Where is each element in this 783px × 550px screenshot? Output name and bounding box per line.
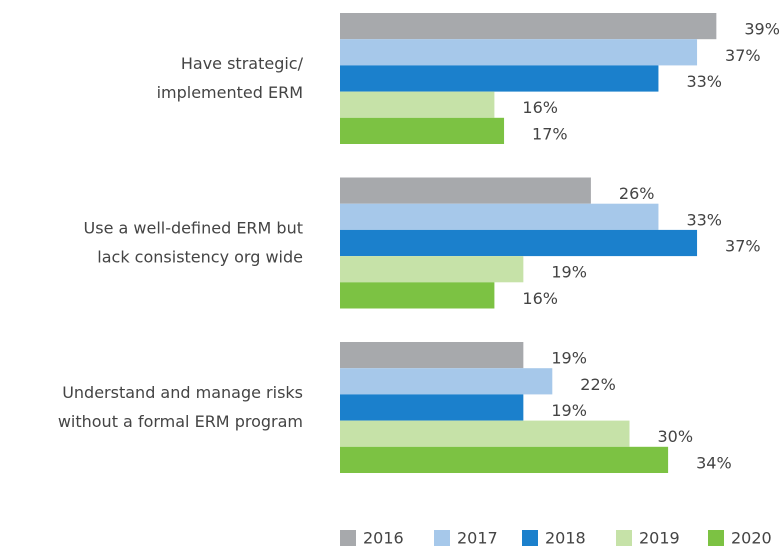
bar xyxy=(340,65,659,92)
value-label: 19% xyxy=(551,401,587,420)
bar xyxy=(340,420,630,447)
legend-label: 2016 xyxy=(363,529,404,548)
bar xyxy=(340,256,524,283)
legend-label: 2019 xyxy=(639,529,680,548)
bar xyxy=(340,342,524,369)
bar xyxy=(340,177,591,204)
value-label: 30% xyxy=(658,427,694,446)
value-label: 26% xyxy=(619,184,655,203)
bar xyxy=(340,282,495,309)
bar xyxy=(340,368,553,395)
legend-swatch xyxy=(708,530,724,546)
value-label: 37% xyxy=(725,46,761,65)
value-label: 16% xyxy=(522,289,558,308)
category-line: Understand and manage risks xyxy=(62,383,303,402)
value-label: 22% xyxy=(580,375,616,394)
bar xyxy=(340,229,698,257)
category-line: Have strategic/ xyxy=(181,54,304,73)
value-label: 39% xyxy=(744,20,780,39)
value-label: 33% xyxy=(686,72,722,91)
value-label: 19% xyxy=(551,263,587,282)
bar xyxy=(340,13,717,40)
value-label: 19% xyxy=(551,349,587,368)
legend-label: 2017 xyxy=(457,529,498,548)
legend-swatch xyxy=(434,530,450,546)
legend-swatch xyxy=(522,530,538,546)
bar xyxy=(340,446,669,473)
category-line: Use a well-defined ERM but xyxy=(84,218,303,237)
value-label: 33% xyxy=(686,210,722,229)
legend-label: 2018 xyxy=(545,529,586,548)
bar xyxy=(340,39,698,66)
category-label: Understand and manage risks without a for… xyxy=(58,383,303,431)
value-label: 16% xyxy=(522,98,558,117)
bar xyxy=(340,203,659,230)
category-label: Have strategic/implemented ERM xyxy=(157,54,304,102)
bar xyxy=(340,394,524,421)
value-label: 37% xyxy=(725,237,761,256)
bar xyxy=(340,91,495,118)
category-label: Use a well-defined ERM but lack consisten… xyxy=(84,218,303,266)
value-label: 17% xyxy=(532,124,568,143)
legend-swatch xyxy=(340,530,356,546)
category-line: implemented ERM xyxy=(157,83,303,102)
category-line: lack consistency org wide xyxy=(97,247,303,266)
bar xyxy=(340,117,505,144)
value-label: 34% xyxy=(696,453,732,472)
category-line: without a formal ERM program xyxy=(58,412,303,431)
legend-label: 2020 xyxy=(731,529,772,548)
legend-swatch xyxy=(616,530,632,546)
